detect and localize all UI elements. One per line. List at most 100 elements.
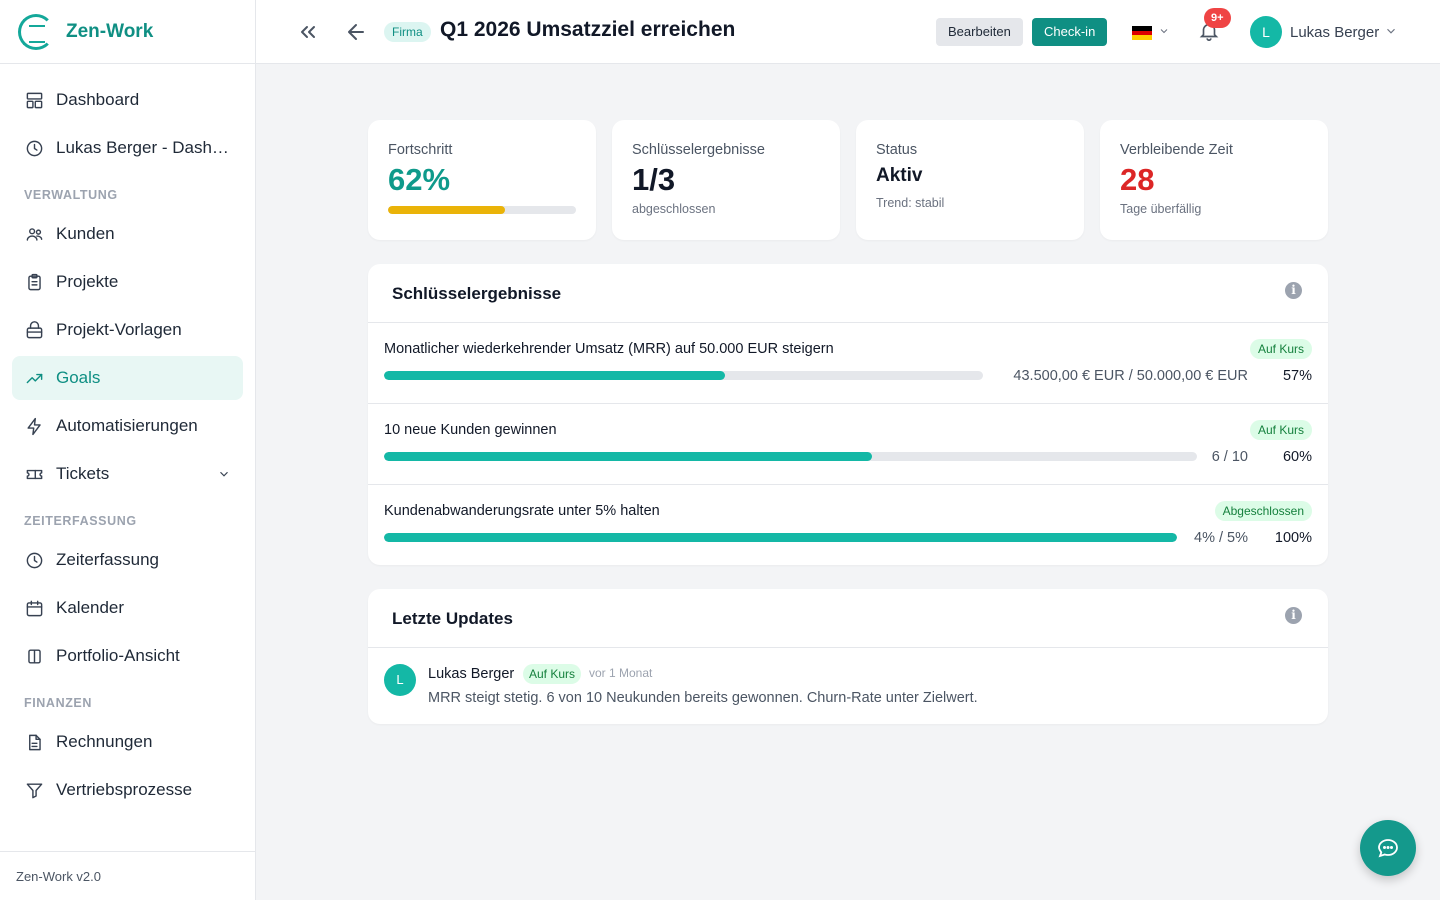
edit-button[interactable]: Bearbeiten	[936, 18, 1023, 46]
sidebar-item-dashboard[interactable]: Dashboard	[12, 78, 243, 122]
remaining-time-card: Verbleibende Zeit 28 Tage überfällig	[1100, 120, 1328, 240]
users-icon	[24, 224, 44, 244]
sidebar-item-kalender[interactable]: Kalender	[12, 586, 243, 630]
sidebar-item-goals[interactable]: Goals	[12, 356, 243, 400]
update-item: L Lukas Berger Auf Kurs vor 1 Monat MRR …	[368, 648, 1328, 724]
key-result-progress-fill	[384, 533, 1177, 542]
chevron-down-icon	[1152, 24, 1170, 42]
section-title-finanzen: FINANZEN	[24, 696, 92, 710]
chat-bubble-icon	[1378, 839, 1398, 858]
info-icon[interactable]: i	[1285, 282, 1302, 299]
key-result-progress-bar	[384, 533, 1177, 542]
section-title-zeiterfassung: ZEITERFASSUNG	[24, 514, 137, 528]
sidebar: Zen-Work Dashboard Lukas Berger - Dashbo…	[0, 0, 256, 900]
key-results-card: Schlüsselergebnisse 1/3 abgeschlossen	[612, 120, 840, 240]
panel-header: Letzte Updates i	[368, 589, 1328, 648]
version-label: Zen-Work v2.0	[0, 851, 255, 900]
language-selector[interactable]	[1132, 24, 1170, 42]
sidebar-item-automatisierungen[interactable]: Automatisierungen	[12, 404, 243, 448]
sidebar-item-label: Rechnungen	[56, 732, 153, 751]
stat-sub: Tage überfällig	[1120, 202, 1202, 216]
key-result-percent: 100%	[1274, 530, 1312, 546]
sidebar-item-vertriebsprozesse[interactable]: Vertriebsprozesse	[12, 768, 243, 812]
chevron-down-icon[interactable]	[1384, 24, 1398, 43]
panel-title: Letzte Updates	[392, 609, 513, 628]
update-author: Lukas Berger	[428, 666, 515, 682]
status-badge: Auf Kurs	[1249, 339, 1312, 359]
stat-value: 1/3	[632, 162, 676, 197]
key-result-percent: 60%	[1282, 449, 1312, 465]
key-result-row[interactable]: Kundenabwanderungsrate unter 5% halten A…	[368, 485, 1328, 565]
notification-count-badge: 9+	[1204, 8, 1231, 28]
page-title: Q1 2026 Umsatzziel erreichen	[440, 18, 736, 41]
update-time: vor 1 Monat	[589, 666, 653, 680]
sidebar-item-label: Kunden	[56, 224, 115, 243]
progress-bar	[388, 206, 576, 214]
key-result-percent: 57%	[1282, 368, 1312, 384]
clipboard-icon	[24, 272, 44, 292]
status-badge: Auf Kurs	[1249, 420, 1312, 440]
sidebar-item-label: Projekte	[56, 272, 119, 291]
sidebar-item-tickets[interactable]: Tickets	[12, 452, 243, 496]
chevron-down-icon[interactable]	[217, 466, 231, 480]
key-result-title: 10 neue Kunden gewinnen	[384, 422, 557, 438]
calendar-icon	[24, 598, 44, 618]
top-header: Firma Q1 2026 Umsatzziel erreichen Bearb…	[256, 0, 1440, 64]
key-result-row[interactable]: Monatlicher wiederkehrender Umsatz (MRR)…	[368, 323, 1328, 404]
stat-label: Verbleibende Zeit	[1120, 142, 1233, 158]
brand[interactable]: Zen-Work	[0, 0, 255, 64]
sidebar-item-rechnungen[interactable]: Rechnungen	[12, 720, 243, 764]
updates-panel: Letzte Updates i L Lukas Berger Auf Kurs…	[368, 589, 1328, 724]
trending-up-icon	[24, 368, 44, 388]
sidebar-item-label: Portfolio-Ansicht	[56, 646, 180, 665]
key-result-amount: 43.500,00 € EUR / 50.000,00 € EUR	[1013, 368, 1248, 384]
key-result-progress-bar	[384, 371, 983, 380]
sidebar-item-kunden[interactable]: Kunden	[12, 212, 243, 256]
status-badge: Abgeschlossen	[1214, 501, 1312, 521]
german-flag-icon	[1132, 26, 1152, 41]
collapse-sidebar-icon[interactable]	[296, 20, 320, 44]
panel-title: Schlüsselergebnisse	[392, 284, 562, 303]
zen-work-logo	[18, 13, 54, 50]
document-icon	[24, 732, 44, 752]
sidebar-item-projekte[interactable]: Projekte	[12, 260, 243, 304]
sidebar-item-portfolio[interactable]: Portfolio-Ansicht	[12, 634, 243, 678]
scope-badge: Firma	[384, 22, 431, 42]
stat-label: Status	[876, 142, 918, 158]
key-result-progress-bar	[384, 452, 1197, 461]
template-icon	[24, 320, 44, 340]
sidebar-item-label: Projekt-Vorlagen	[56, 320, 182, 339]
avatar[interactable]: L	[1250, 16, 1282, 48]
sidebar-item-label: Vertriebsprozesse	[56, 780, 193, 799]
user-name[interactable]: Lukas Berger	[1290, 24, 1380, 41]
checkin-button[interactable]: Check-in	[1032, 18, 1108, 46]
ticket-icon	[24, 464, 44, 484]
funnel-icon	[24, 780, 44, 800]
key-result-title: Kundenabwanderungsrate unter 5% halten	[384, 503, 660, 519]
status-badge: Auf Kurs	[523, 664, 582, 684]
sidebar-item-label: Goals	[56, 368, 101, 387]
columns-icon	[24, 646, 44, 666]
stat-label: Schlüsselergebnisse	[632, 142, 765, 158]
stat-sub: Trend: stabil	[876, 196, 945, 210]
stat-value: 62%	[388, 162, 451, 197]
sidebar-item-label: Zeiterfassung	[56, 550, 159, 569]
chat-button[interactable]	[1360, 820, 1416, 876]
sidebar-item-zeiterfassung[interactable]: Zeiterfassung	[12, 538, 243, 582]
key-result-title: Monatlicher wiederkehrender Umsatz (MRR)…	[384, 341, 834, 357]
sidebar-item-user-dashboard[interactable]: Lukas Berger - Dashboard	[12, 126, 243, 170]
sidebar-nav: Dashboard Lukas Berger - Dashboard VERWA…	[0, 64, 255, 812]
key-result-row[interactable]: 10 neue Kunden gewinnen Auf Kurs 6 / 10 …	[368, 404, 1328, 485]
info-icon[interactable]: i	[1285, 607, 1302, 624]
brand-name: Zen-Work	[66, 20, 154, 42]
dashboard-icon	[24, 90, 44, 110]
key-results-panel: Schlüsselergebnisse i Monatlicher wieder…	[368, 264, 1328, 565]
sidebar-item-projekt-vorlagen[interactable]: Projekt-Vorlagen	[12, 308, 243, 352]
avatar: L	[384, 664, 416, 696]
back-arrow-icon[interactable]	[344, 20, 368, 44]
panel-header: Schlüsselergebnisse i	[368, 264, 1328, 323]
key-result-progress-fill	[384, 452, 872, 461]
clock-icon	[24, 138, 44, 158]
key-result-progress-fill	[384, 371, 726, 380]
sidebar-item-label: Tickets	[56, 464, 110, 483]
